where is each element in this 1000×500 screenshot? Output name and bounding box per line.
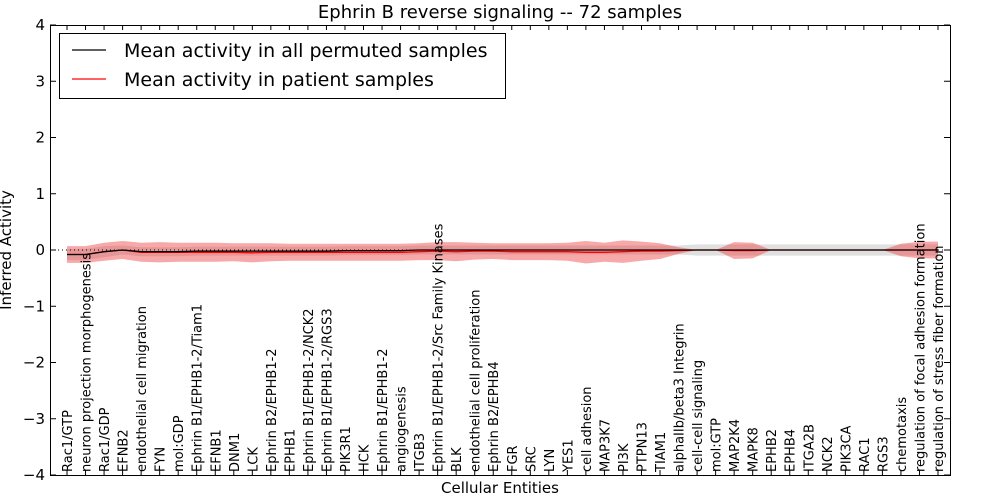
y-tick-label: 0	[35, 241, 45, 259]
y-tick-label: 2	[35, 129, 45, 147]
category-labels: Rac1/GTP neuron projection morphogenesis R…	[61, 223, 947, 473]
category-label: Ephrin B2/EPHB4	[487, 361, 502, 472]
category-label: PIK3R1	[339, 426, 354, 472]
y-tick-label: 3	[35, 72, 45, 90]
category-label: RGS3	[876, 436, 891, 472]
category-label: endothelial cell migration	[135, 306, 150, 472]
category-label: Ephrin B1/EPHB1-2/NCK2	[302, 308, 317, 472]
category-label: EPHB2	[765, 429, 780, 472]
plot-frame	[50, 25, 951, 476]
category-label: cell adhesion	[580, 386, 595, 472]
category-label: NCK2	[821, 436, 836, 472]
category-label: chemotaxis	[895, 397, 910, 472]
category-label: angiogenesis	[395, 386, 410, 472]
y-tick-label: −3	[23, 410, 45, 428]
category-label: EPHB1	[283, 429, 298, 472]
category-label: Ephrin B1/EPHB1-2/Tiam1	[191, 304, 206, 472]
y-tick-label: −4	[23, 466, 45, 484]
category-label: MAP2K4	[728, 419, 743, 472]
category-label: PIK3CA	[839, 425, 854, 472]
legend-label-patient: Mean activity in patient samples	[124, 69, 434, 91]
category-label: neuron projection morphogenesis	[80, 253, 95, 472]
category-label: MAP3K7	[598, 419, 613, 472]
category-label: Ephrin B1/EPHB1-2	[376, 348, 391, 472]
error-band-permuted	[67, 244, 938, 261]
category-label: HCK	[358, 444, 373, 472]
legend-label-permuted: Mean activity in all permuted samples	[124, 40, 487, 62]
category-label: Rac1/GTP	[61, 410, 76, 472]
category-label: FYN	[154, 447, 169, 472]
y-axis-title: Inferred Activity	[0, 190, 15, 310]
chart-title: Ephrin B reverse signaling -- 72 samples	[318, 2, 682, 23]
series-lines	[67, 249, 938, 256]
category-label: SRC	[524, 446, 539, 472]
category-label: TIAM1	[654, 432, 669, 473]
y-tick-label: 4	[35, 16, 45, 34]
y-tick-label: 1	[35, 185, 45, 203]
category-label: PTPN13	[636, 422, 651, 472]
category-label: RAC1	[858, 437, 873, 472]
category-label: DNM1	[228, 433, 243, 472]
category-label: EFNB1	[209, 429, 224, 472]
category-label: Ephrin B1/EPHB1-2/Src Family Kinases	[432, 223, 447, 472]
category-label: Ephrin B1/EPHB1-2/RGS3	[320, 308, 335, 472]
category-label: MAPK8	[747, 427, 762, 472]
category-label: LCK	[246, 447, 261, 472]
x-axis-title: Cellular Entities	[441, 479, 559, 497]
category-label: ITGB3	[413, 433, 428, 472]
category-label: mol:GDP	[172, 415, 187, 472]
category-label: regulation of focal adhesion formation	[914, 223, 929, 472]
category-label: YES1	[561, 439, 576, 473]
category-label: Ephrin B2/EPHB1-2	[265, 348, 280, 472]
category-label: regulation of stress fiber formation	[932, 245, 947, 472]
category-label: LYN	[543, 449, 558, 472]
category-label: mol:GTP	[710, 418, 725, 472]
category-label: ITGA2B	[802, 424, 817, 472]
y-tick-label: −1	[23, 297, 45, 315]
category-label: BLK	[450, 447, 465, 472]
category-label: endothelial cell proliferation	[469, 290, 484, 473]
series-line-permuted	[67, 249, 938, 256]
category-label: cell-cell signaling	[691, 360, 706, 472]
category-label: EPHB4	[784, 429, 799, 472]
category-label: EFNB2	[117, 429, 132, 472]
category-label: alphaIIb/beta3 Integrin	[673, 323, 688, 472]
y-axis: 4 3 2 1 0 −1 −2 −3 −4	[23, 16, 950, 484]
legend-box	[59, 33, 506, 99]
y-tick-label: −2	[23, 354, 45, 372]
category-label: PI3K	[617, 443, 632, 472]
category-label: FGR	[506, 445, 521, 472]
legend: Mean activity in all permuted samples Me…	[59, 33, 506, 99]
category-label: Rac1/GDP	[98, 407, 113, 472]
